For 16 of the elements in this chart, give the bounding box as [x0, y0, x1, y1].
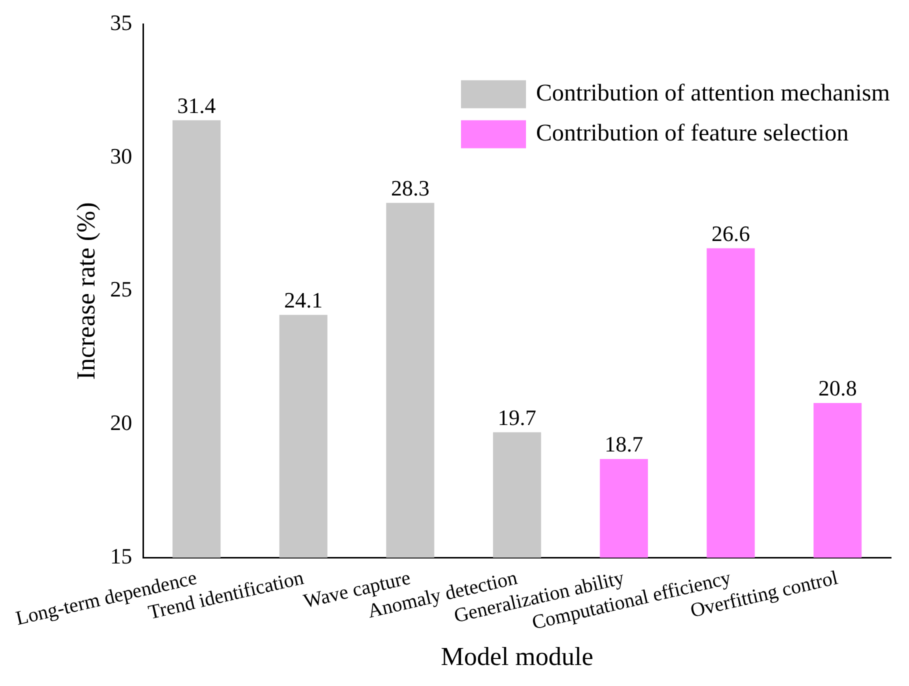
y-tick-label: 25	[110, 276, 132, 302]
x-axis-title: Model module	[440, 642, 594, 672]
y-tick-label: 20	[110, 410, 132, 436]
data-label: 19.7	[498, 405, 536, 430]
data-label: 31.4	[177, 93, 216, 118]
data-label: 24.1	[284, 288, 323, 313]
data-label: 28.3	[390, 176, 430, 201]
data-label: 18.7	[604, 432, 644, 457]
legend-label: Contribution of attention mechanism	[536, 80, 890, 106]
y-axis-title: Increase rate (%)	[71, 202, 100, 380]
legend-label: Contribution of feature selection	[536, 120, 849, 146]
y-tick-label: 30	[110, 143, 132, 168]
data-label: 20.8	[818, 376, 857, 401]
y-tick-label: 15	[110, 543, 132, 568]
data-label: 26.6	[711, 221, 750, 246]
y-tick-label: 35	[110, 10, 132, 35]
